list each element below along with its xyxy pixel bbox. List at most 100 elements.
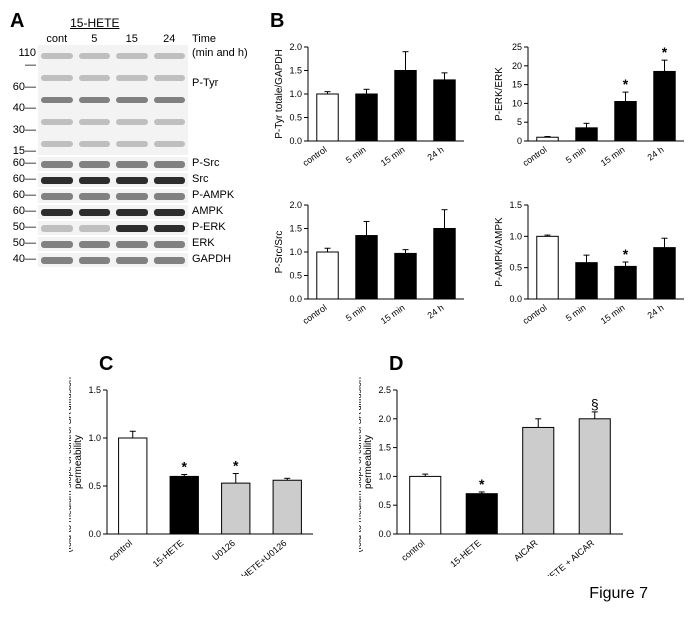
mw-marker: 50— — [10, 221, 36, 237]
panel-d-label: D — [389, 353, 403, 375]
svg-text:0.5: 0.5 — [289, 271, 302, 281]
panel-a-label: A — [10, 10, 24, 32]
panel-c: C 0.00.51.01.5permeability(fold to mediu… — [69, 353, 319, 579]
svg-text:15-HETE+U0126: 15-HETE+U0126 — [229, 538, 288, 576]
svg-text:*: * — [182, 458, 188, 474]
blot-row — [38, 237, 188, 251]
svg-text:(fold to medium slope of contr: (fold to medium slope of control SA diff… — [69, 376, 73, 552]
panel-b: B 0.0 0.5 1.0 1.5 2.0 P-Tyr totale/GAPDH contr… — [270, 10, 690, 341]
svg-text:1.0: 1.0 — [378, 471, 391, 481]
svg-text:24 h: 24 h — [426, 302, 446, 320]
row-label: GAPDH — [192, 253, 258, 269]
svg-text:control: control — [521, 302, 549, 326]
blot-row — [38, 221, 188, 235]
lane-headers: cont51524 — [38, 33, 188, 45]
lanes-column: cont51524 — [38, 33, 188, 269]
mw-marker: 30— — [10, 124, 36, 136]
svg-text:1.0: 1.0 — [509, 231, 522, 241]
svg-text:0.5: 0.5 — [289, 113, 302, 123]
svg-text:10: 10 — [512, 98, 522, 108]
svg-text:15 min: 15 min — [599, 144, 627, 168]
panel-b-chart: 0.00.51.01.52.0P-Src/Srccontrol5 min15 m… — [270, 191, 470, 341]
blot-row — [38, 173, 188, 187]
svg-text:permeability: permeability — [363, 435, 374, 489]
svg-text:*: * — [623, 246, 629, 262]
mw-marker: 60— — [10, 189, 36, 205]
svg-text:*: * — [623, 76, 629, 92]
svg-text:*: * — [233, 458, 239, 474]
bar-chart: 0510152025P-ERK/ERKcontrol5 min*15 min*2… — [490, 33, 690, 183]
svg-text:0.0: 0.0 — [509, 294, 522, 304]
svg-text:1.0: 1.0 — [289, 89, 302, 99]
svg-text:0.5: 0.5 — [378, 500, 391, 510]
svg-text:0.5: 0.5 — [509, 263, 522, 273]
svg-text:0.0: 0.0 — [88, 529, 101, 539]
svg-text:P-Src/Src: P-Src/Src — [274, 231, 285, 274]
mw-marker: 40— — [10, 253, 36, 269]
figure-caption: Figure 7 — [10, 585, 688, 603]
panel-b-chart: 0.00.51.01.52.0P-Tyr totale/GAPDHcontrol… — [270, 33, 470, 183]
svg-text:P-ERK/ERK: P-ERK/ERK — [494, 67, 505, 121]
blot-row — [38, 253, 188, 267]
svg-text:1.0: 1.0 — [88, 433, 101, 443]
svg-text:U0126: U0126 — [210, 538, 237, 563]
svg-text:0.5: 0.5 — [88, 481, 101, 491]
time-units: (min and h) — [192, 47, 258, 59]
svg-text:P-AMPK/AMPK: P-AMPK/AMPK — [494, 217, 505, 287]
svg-text:2.5: 2.5 — [378, 385, 391, 395]
svg-text:15-HETE + AICAR: 15-HETE + AICAR — [533, 538, 597, 576]
blot-row — [38, 189, 188, 203]
svg-text:control: control — [301, 302, 329, 326]
lane-header: 15 — [113, 33, 151, 45]
panel-d: D 0.00.51.01.52.02.5permeability(fold to… — [359, 353, 629, 579]
svg-text:permeability: permeability — [73, 435, 84, 489]
svg-text:15 min: 15 min — [379, 144, 407, 168]
panel-b-chart: 0.0 0.5 1.0 1.5 P-AMPK/AMPK control 5 min * 15 m… — [490, 191, 690, 341]
row-labels-column: Time (min and h)P-TyrP-SrcSrcP-AMPKAMPKP… — [188, 33, 258, 269]
lane-header: 5 — [76, 33, 114, 45]
lane-header: 24 — [151, 33, 189, 45]
figure-7: A 15-HETE 110—60—40—30—15—60—60—60—60—50… — [10, 10, 688, 341]
svg-text:AICAR: AICAR — [512, 538, 540, 564]
panel-b-chart: 0510152025P-ERK/ERKcontrol5 min*15 min*2… — [490, 33, 690, 183]
svg-text:0.0: 0.0 — [378, 529, 391, 539]
svg-text:§: § — [591, 396, 599, 412]
svg-text:1.5: 1.5 — [289, 66, 302, 76]
bar-chart: 0.00.51.01.52.0P-Src/Srccontrol5 min15 m… — [270, 191, 470, 341]
mw-marker: 15— — [10, 145, 36, 157]
svg-text:1.5: 1.5 — [378, 443, 391, 453]
bar-chart: 0.0 0.5 1.0 1.5 P-AMPK/AMPK control 5 min * 15 m… — [490, 191, 690, 341]
svg-text:control: control — [301, 144, 329, 168]
svg-text:24 h: 24 h — [646, 144, 666, 162]
mw-marker: 110— — [10, 47, 36, 71]
svg-text:2.0: 2.0 — [289, 200, 302, 210]
mw-marker: 60— — [10, 173, 36, 189]
svg-text:0: 0 — [517, 136, 522, 146]
bar-chart: 0.00.51.01.5permeability(fold to medium … — [69, 376, 319, 576]
row-label: Src — [192, 173, 258, 189]
svg-text:(fold to medium slope of contr: (fold to medium slope of control SA diff… — [359, 376, 363, 552]
mw-marker: 60— — [10, 205, 36, 221]
svg-text:1.5: 1.5 — [289, 224, 302, 234]
svg-text:P-Tyr totale/GAPDH: P-Tyr totale/GAPDH — [274, 49, 285, 138]
svg-text:5 min: 5 min — [564, 302, 588, 323]
mw-marker: 60— — [10, 157, 36, 173]
svg-text:5: 5 — [517, 117, 522, 127]
lane-header: cont — [38, 33, 76, 45]
blot-row — [38, 205, 188, 219]
svg-text:2.0: 2.0 — [289, 42, 302, 52]
svg-text:5 min: 5 min — [344, 144, 368, 165]
svg-text:5 min: 5 min — [344, 302, 368, 323]
mw-column: 110—60—40—30—15—60—60—60—60—50—50—40— — [10, 33, 38, 269]
svg-text:control: control — [399, 538, 426, 563]
bar-chart: 0.00.51.01.52.0P-Tyr totale/GAPDHcontrol… — [270, 33, 470, 183]
svg-text:25: 25 — [512, 42, 522, 52]
blot-ptyr — [38, 45, 188, 155]
row-label: P-Tyr — [192, 77, 258, 89]
svg-text:1.5: 1.5 — [509, 200, 522, 210]
panel-b-label: B — [270, 10, 284, 32]
svg-text:15 min: 15 min — [599, 302, 627, 326]
row-label: AMPK — [192, 205, 258, 221]
svg-text:5 min: 5 min — [564, 144, 588, 165]
row-label: P-Src — [192, 157, 258, 173]
